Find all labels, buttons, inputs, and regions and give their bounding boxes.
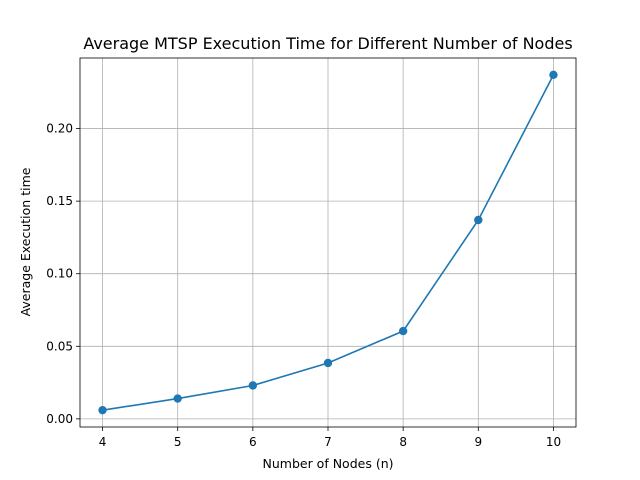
x-tick-label: 4 — [99, 435, 107, 449]
y-tick-label: 0.20 — [46, 122, 73, 136]
y-axis: 0.00 0.05 0.10 0.15 0.20 — [46, 122, 80, 426]
y-axis-label: Average Execution time — [18, 167, 33, 316]
x-axis-label: Number of Nodes (n) — [263, 456, 394, 471]
x-tick-label: 5 — [174, 435, 182, 449]
x-axis: 4 5 6 7 8 9 10 — [99, 427, 561, 449]
x-tick-label: 10 — [546, 435, 561, 449]
y-tick-label: 0.00 — [46, 412, 73, 426]
x-tick-label: 7 — [324, 435, 332, 449]
y-tick-label: 0.10 — [46, 267, 73, 281]
x-tick-label: 8 — [399, 435, 407, 449]
series — [98, 70, 558, 415]
data-point — [323, 358, 333, 368]
data-point — [173, 394, 182, 403]
data-point — [398, 326, 408, 336]
x-tick-label: 6 — [249, 435, 257, 449]
y-tick-label: 0.05 — [46, 339, 73, 353]
data-point — [98, 405, 107, 415]
data-point — [549, 70, 558, 80]
y-tick-label: 0.15 — [46, 194, 73, 208]
grid — [80, 58, 576, 427]
data-point — [474, 215, 483, 225]
chart-title: Average MTSP Execution Time for Differen… — [83, 34, 572, 53]
x-tick-label: 9 — [474, 435, 482, 449]
data-point — [248, 381, 258, 390]
